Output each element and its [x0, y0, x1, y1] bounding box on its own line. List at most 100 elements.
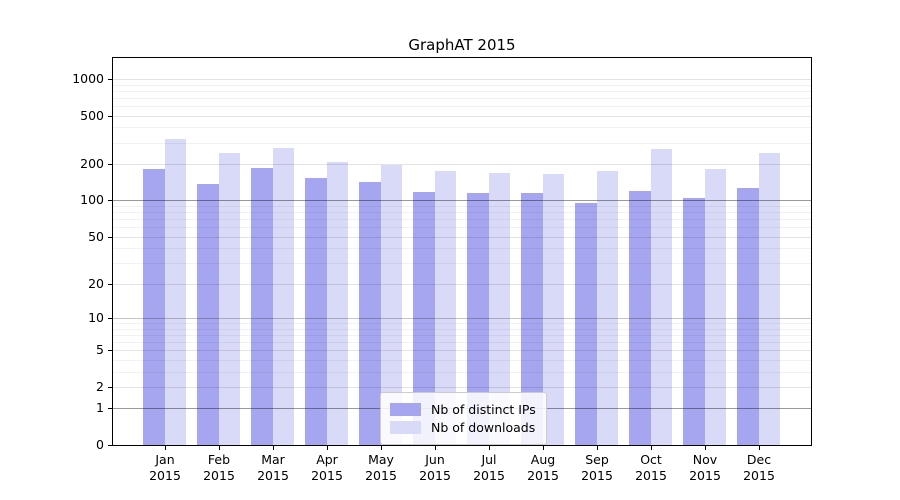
bar-nb-of-downloads-sep [597, 171, 618, 445]
gridline-6 [113, 342, 811, 343]
x-tick-mark-feb [219, 446, 220, 450]
x-tick-label-may: May 2015 [365, 452, 397, 483]
x-tick-label-jan: Jan 2015 [149, 452, 181, 483]
gridline-100 [113, 200, 811, 201]
gridline-1000 [113, 79, 811, 80]
bar-nb-of-downloads-apr [327, 161, 348, 445]
x-tick-mark-jul [489, 446, 490, 450]
y-tick-mark-500 [108, 116, 112, 117]
legend-label-distinct-ips: Nb of distinct IPs [431, 402, 536, 417]
x-tick-mark-aug [543, 446, 544, 450]
x-tick-label-dec: Dec 2015 [743, 452, 775, 483]
x-tick-label-aug: Aug 2015 [527, 452, 559, 483]
x-tick-label-feb: Feb 2015 [203, 452, 235, 483]
x-tick-label-nov: Nov 2015 [689, 452, 721, 483]
y-tick-label-500: 500 [80, 108, 104, 123]
bar-nb-of-downloads-dec [759, 152, 780, 445]
y-tick-mark-1000 [108, 79, 112, 80]
bar-nb-of-distinct-ips-aug [521, 193, 543, 445]
gridline-50 [113, 237, 811, 238]
y-tick-mark-2 [108, 387, 112, 388]
y-tick-label-50: 50 [88, 229, 104, 244]
legend-label-downloads: Nb of downloads [431, 420, 536, 435]
y-tick-label-1: 1 [96, 400, 104, 415]
y-tick-mark-0 [108, 445, 112, 446]
x-tick-label-oct: Oct 2015 [635, 452, 667, 483]
x-tick-label-sep: Sep 2015 [581, 452, 613, 483]
x-tick-mark-apr [327, 446, 328, 450]
bar-nb-of-downloads-jul [489, 173, 510, 445]
x-tick-label-mar: Mar 2015 [257, 452, 289, 483]
y-tick-label-5: 5 [96, 342, 104, 357]
x-tick-label-jun: Jun 2015 [419, 452, 451, 483]
gridline-900 [113, 85, 811, 86]
bar-nb-of-downloads-jan [165, 138, 186, 445]
bar-nb-of-downloads-may [381, 165, 402, 445]
y-tick-mark-100 [108, 200, 112, 201]
gridline-80 [113, 212, 811, 213]
legend-swatch-distinct-ips [390, 403, 421, 416]
gridline-400 [113, 127, 811, 128]
gridline-90 [113, 206, 811, 207]
gridlines-layer [113, 58, 811, 445]
x-tick-mark-dec [759, 446, 760, 450]
x-tick-mark-mar [273, 446, 274, 450]
gridline-8 [113, 329, 811, 330]
y-tick-mark-5 [108, 350, 112, 351]
gridline-40 [113, 248, 811, 249]
legend-item-downloads: Nb of downloads [390, 420, 536, 435]
x-tick-mark-sep [597, 446, 598, 450]
x-tick-mark-nov [705, 446, 706, 450]
bar-nb-of-downloads-mar [273, 147, 294, 445]
x-tick-mark-jun [435, 446, 436, 450]
bar-nb-of-distinct-ips-nov [683, 198, 705, 445]
gridline-700 [113, 98, 811, 99]
y-tick-label-2: 2 [96, 379, 104, 394]
x-tick-mark-jan [165, 446, 166, 450]
y-tick-mark-20 [108, 284, 112, 285]
x-tick-mark-oct [651, 446, 652, 450]
bar-nb-of-downloads-aug [543, 174, 564, 445]
gridline-600 [113, 106, 811, 107]
y-tick-mark-1 [108, 408, 112, 409]
legend: Nb of distinct IPs Nb of downloads [380, 392, 547, 445]
bar-nb-of-distinct-ips-oct [629, 190, 651, 445]
y-tick-label-200: 200 [80, 156, 104, 171]
y-tick-mark-200 [108, 164, 112, 165]
gridline-2 [113, 387, 811, 388]
plot-area [112, 57, 812, 446]
legend-swatch-downloads [390, 421, 421, 434]
y-tick-mark-50 [108, 237, 112, 238]
bar-nb-of-downloads-oct [651, 148, 672, 445]
gridline-800 [113, 91, 811, 92]
y-tick-label-0: 0 [96, 437, 104, 452]
y-tick-label-20: 20 [88, 276, 104, 291]
gridline-30 [113, 263, 811, 264]
gridline-9 [113, 323, 811, 324]
gridline-3 [113, 372, 811, 373]
gridline-7 [113, 335, 811, 336]
y-tick-label-1000: 1000 [72, 71, 104, 86]
gridline-300 [113, 143, 811, 144]
gridline-60 [113, 227, 811, 228]
gridline-5 [113, 350, 811, 351]
x-tick-label-jul: Jul 2015 [473, 452, 505, 483]
gridline-10 [113, 318, 811, 319]
gridline-4 [113, 360, 811, 361]
gridline-20 [113, 284, 811, 285]
gridline-200 [113, 164, 811, 165]
gridline-70 [113, 219, 811, 220]
x-tick-mark-may [381, 446, 382, 450]
y-tick-label-10: 10 [88, 310, 104, 325]
legend-item-distinct-ips: Nb of distinct IPs [390, 402, 536, 417]
y-tick-mark-10 [108, 318, 112, 319]
y-tick-label-100: 100 [80, 192, 104, 207]
bar-nb-of-distinct-ips-feb [197, 183, 219, 445]
chart-title: GraphAT 2015 [408, 36, 516, 54]
gridline-500 [113, 116, 811, 117]
x-tick-label-apr: Apr 2015 [311, 452, 343, 483]
bar-nb-of-distinct-ips-dec [737, 187, 759, 445]
bar-nb-of-distinct-ips-apr [305, 177, 327, 445]
bar-nb-of-downloads-jun [435, 171, 456, 445]
